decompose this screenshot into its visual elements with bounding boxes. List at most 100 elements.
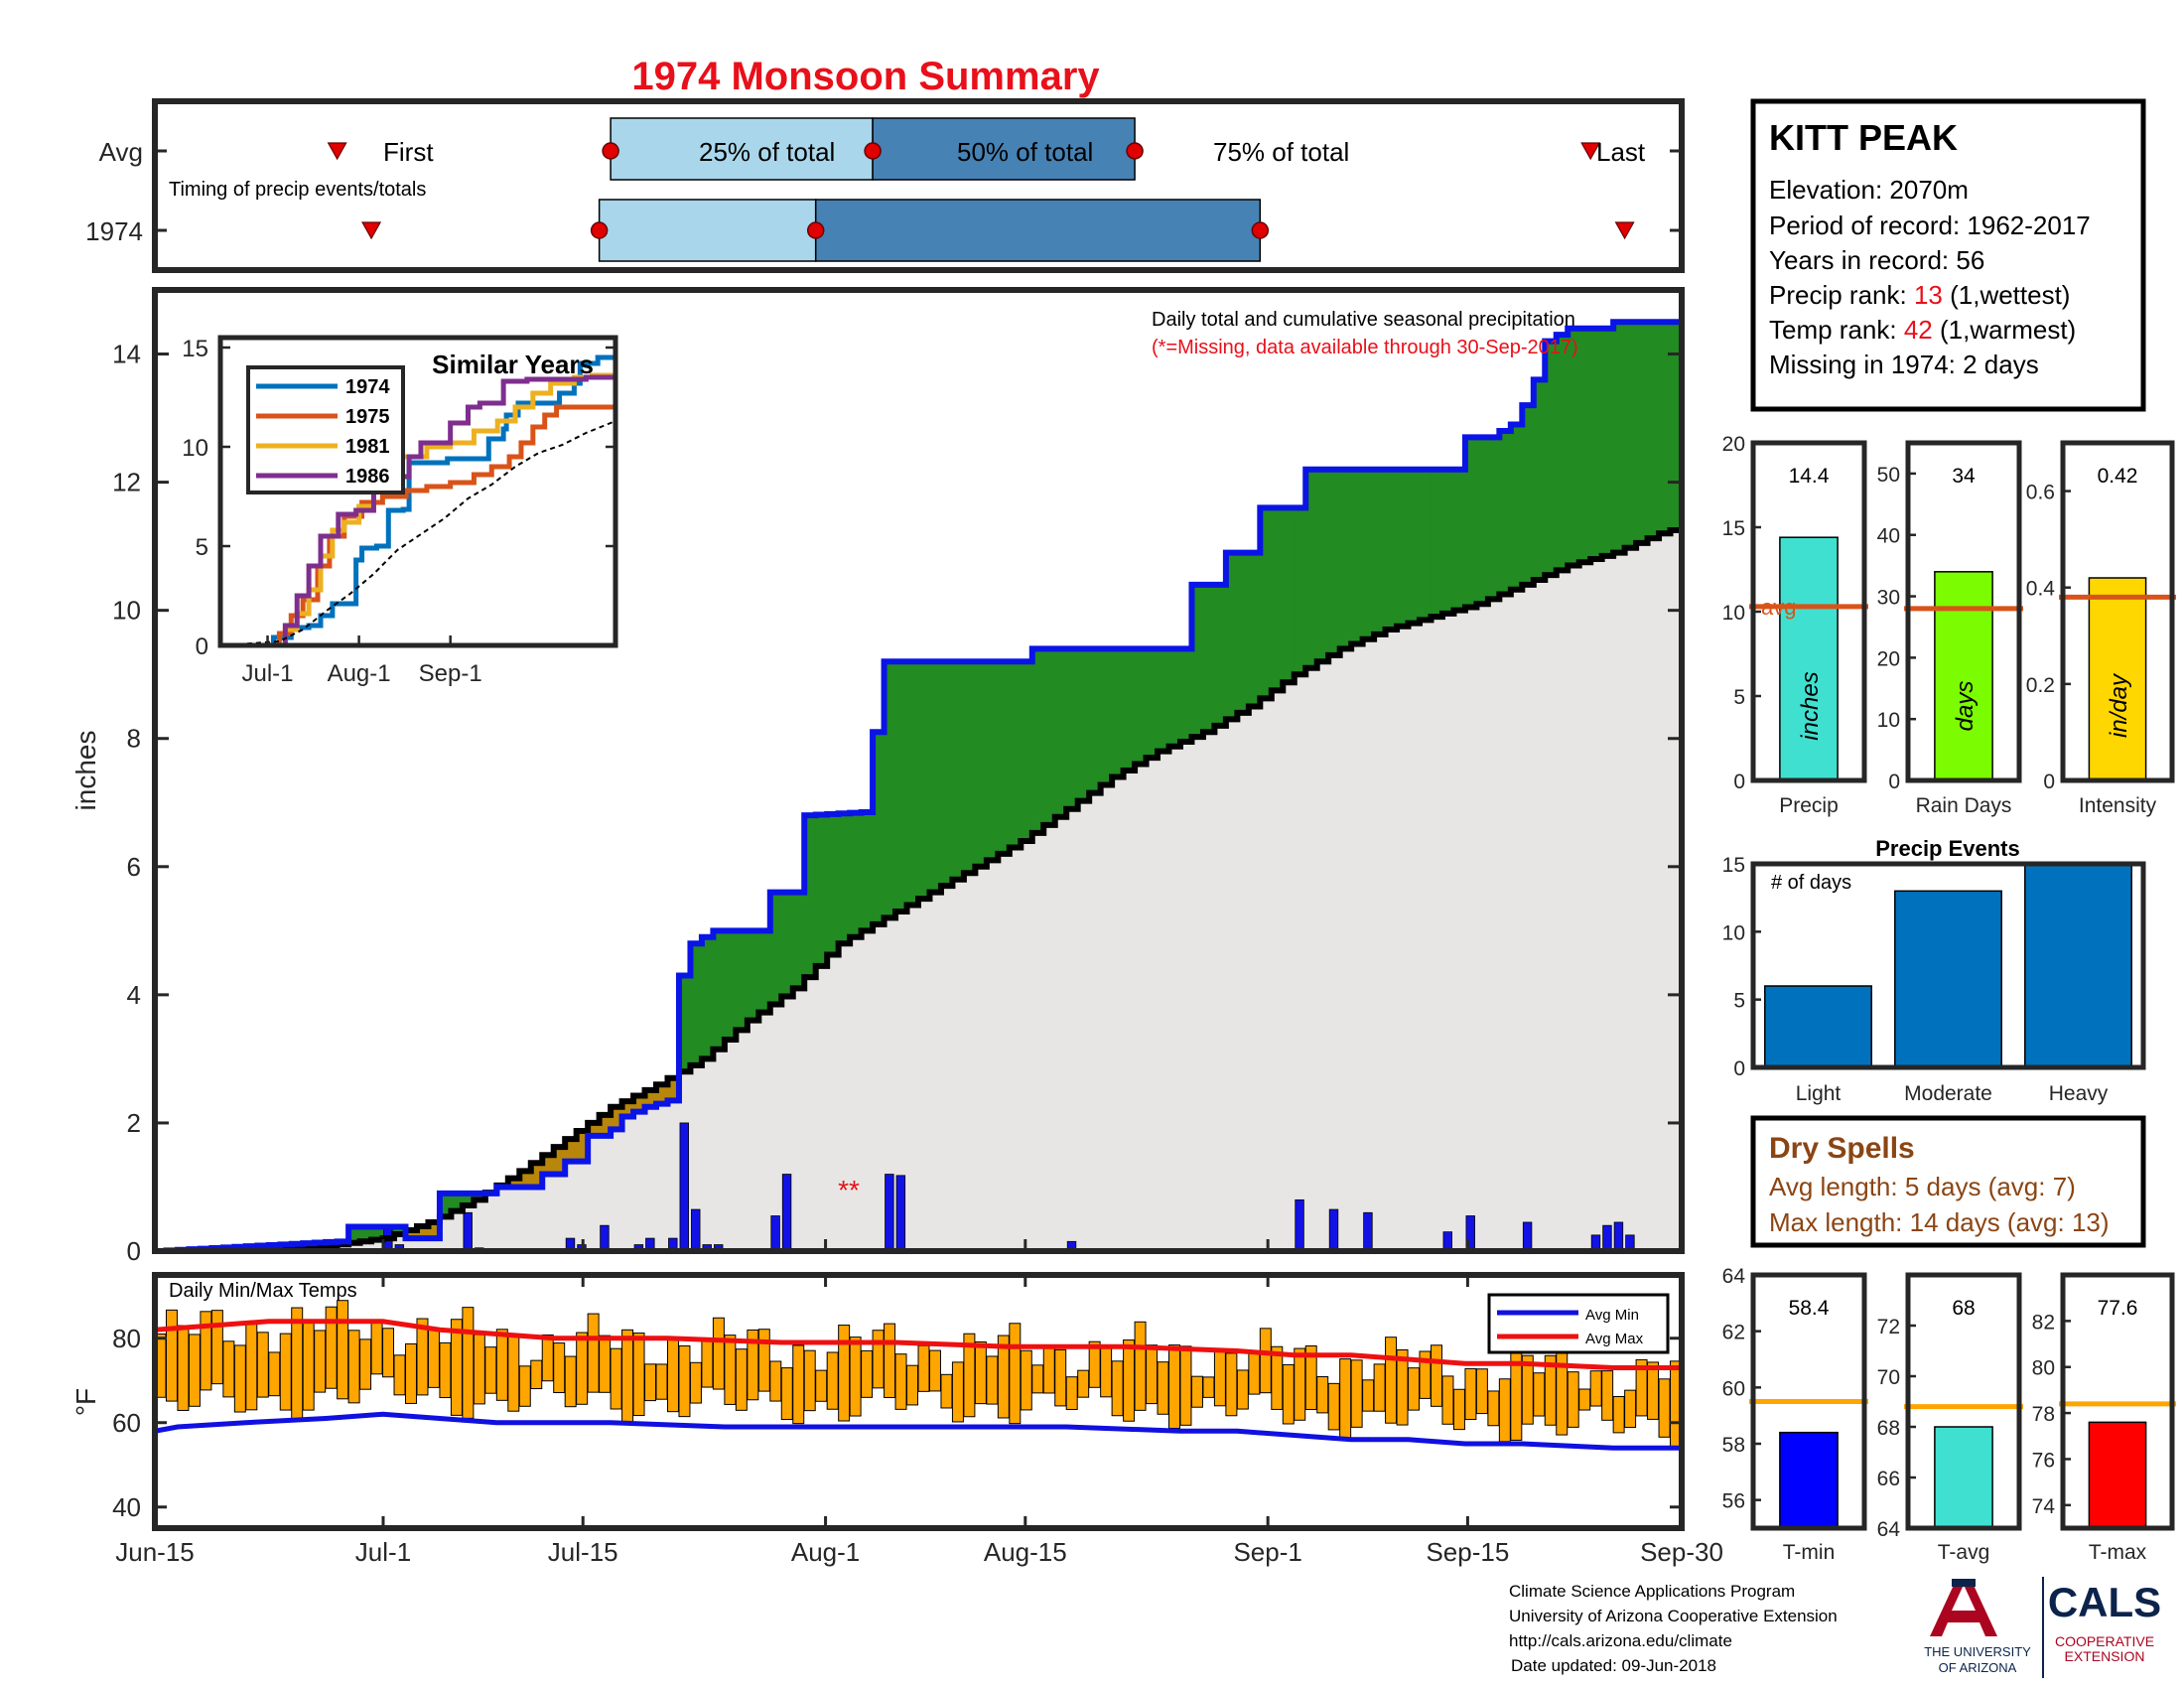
- cumulative-surplus-segment: [1283, 507, 1296, 683]
- cumulative-surplus-segment: [474, 1193, 486, 1200]
- temp-range-bar: [1100, 1345, 1113, 1398]
- cals-line1: COOPERATIVE: [2055, 1633, 2154, 1649]
- temp-range-bar: [644, 1363, 657, 1402]
- events-title: Precip Events: [1875, 836, 2020, 861]
- cumulative-surplus-segment: [1510, 424, 1523, 590]
- cumulative-surplus-segment: [1578, 328, 1591, 563]
- temp-range-bar: [1146, 1344, 1159, 1405]
- timing-marker-year-p50: [806, 221, 825, 239]
- daily-precip-bar: [679, 1122, 689, 1252]
- events-ytick-label: 10: [1722, 921, 1745, 944]
- temp-range-bar: [1157, 1361, 1169, 1415]
- cumulative-deficit-segment: [507, 1178, 520, 1188]
- temp-range-bar: [655, 1363, 668, 1400]
- inset-ytick-label: 0: [196, 633, 208, 660]
- main-ytick-label: 0: [127, 1236, 141, 1266]
- temp-range-bar: [1339, 1358, 1352, 1440]
- timing-panel: Avg 1974 Timing of precip events/totals …: [85, 98, 1685, 273]
- cumulative-surplus-segment: [1499, 430, 1512, 595]
- cumulative-surplus-segment: [1362, 469, 1375, 639]
- temp-range-bar: [291, 1307, 304, 1421]
- main-ytick-label: 10: [112, 596, 141, 626]
- cumulative-surplus-segment: [1408, 469, 1421, 624]
- timing-box-avg-q2: [872, 117, 1136, 181]
- daily-precip-bar: [1363, 1211, 1373, 1252]
- small-panel-label: Rain Days: [1916, 794, 2012, 817]
- cumulative-surplus-segment: [1374, 469, 1387, 634]
- small-panel-ytick-label: 64: [1877, 1518, 1901, 1541]
- station-name: KITT PEAK: [1769, 117, 1958, 158]
- cumulative-surplus-segment: [1659, 322, 1672, 534]
- temp-range-bar: [1498, 1378, 1511, 1443]
- temp-range-bar: [1601, 1370, 1614, 1421]
- cumulative-surplus-segment: [1624, 322, 1637, 548]
- main-ytick-label: 8: [127, 724, 141, 754]
- temp-range-bar: [884, 1323, 896, 1398]
- timing-triangle-avg-first: [327, 142, 347, 161]
- small-panel-ytick-label: 20: [1877, 647, 1900, 670]
- dry-spells-title: Dry Spells: [1769, 1132, 1915, 1165]
- cumulative-surplus-segment: [1089, 648, 1102, 793]
- cumulative-surplus-segment: [1431, 469, 1443, 618]
- small-panel-ytick-label: 50: [1877, 464, 1900, 487]
- temp-range-bar: [735, 1348, 748, 1411]
- temp-range-bar: [564, 1355, 577, 1408]
- cumulative-surplus-segment: [724, 930, 737, 1041]
- temp-range-bar: [621, 1329, 634, 1423]
- temp-range-bar: [1430, 1344, 1442, 1407]
- events-xtick-label: Moderate: [1904, 1082, 1992, 1105]
- temp-range-bar: [701, 1340, 714, 1388]
- main-ytick-label: 2: [127, 1108, 141, 1138]
- temp-range-bar: [894, 1353, 907, 1410]
- inset-series-1986: [220, 373, 618, 648]
- cumulative-surplus-segment: [1339, 469, 1352, 649]
- temp-range-bar: [928, 1349, 941, 1392]
- ua-a-icon: [1930, 1581, 1997, 1636]
- xtick-label: Aug-15: [984, 1537, 1067, 1567]
- small-panel-ytick-label: 0.2: [2026, 674, 2055, 697]
- temp-range-bar: [1020, 1349, 1032, 1411]
- temp-range-bar: [495, 1329, 508, 1401]
- cumulative-surplus-segment: [1146, 648, 1159, 759]
- temp-range-bar: [1111, 1360, 1124, 1417]
- small-panel-ytick-label: 64: [1722, 1265, 1746, 1288]
- figure-title: 1974 Monsoon Summary: [631, 55, 1100, 98]
- temp-range-bar: [1475, 1368, 1488, 1415]
- daily-precip-bar: [1295, 1198, 1304, 1252]
- cumulative-surplus-segment: [1135, 648, 1148, 765]
- inset-legend-label: 1981: [345, 436, 390, 458]
- avg-max-line: [154, 1319, 1682, 1370]
- timing-marker-avg-p25: [602, 142, 619, 160]
- cumulative-surplus-segment: [1100, 648, 1113, 785]
- station-years: Years in record: 56: [1769, 245, 1984, 275]
- timing-box-avg-q1: [610, 117, 874, 181]
- temp-range-bar: [1385, 1336, 1398, 1424]
- small-panel-rain-days: 0 10 20 30 40 50 34 days Rain Days: [1877, 440, 2023, 817]
- small-panel-ytick-label: 68: [1877, 1417, 1900, 1440]
- small-panel-precip: 0 5 10 15 20 14.4 inches avg Precip: [1722, 433, 1868, 817]
- avg-cumulative-line: [155, 526, 1685, 1254]
- temp-range-bar: [1054, 1348, 1067, 1407]
- cumulative-surplus-segment: [713, 930, 726, 1050]
- temp-range-bar: [678, 1344, 691, 1418]
- timing-last-label: Last: [1596, 137, 1646, 167]
- temp-range-bar: [347, 1330, 360, 1404]
- inset-xtick-label: Aug-1: [328, 660, 391, 687]
- daily-precip-bar: [770, 1215, 780, 1252]
- timing-p25-label: 25% of total: [699, 137, 835, 167]
- small-panel-ytick-label: 80: [2032, 1357, 2055, 1380]
- temp-range-bar: [302, 1320, 315, 1411]
- dry-spells-box: Dry Spells Avg length: 5 days (avg: 7) M…: [1750, 1115, 2146, 1248]
- events-bar-moderate: [1894, 890, 2002, 1068]
- cals-line2: EXTENSION: [2065, 1648, 2145, 1664]
- cumulative-surplus-segment: [1123, 648, 1136, 771]
- temp-range-bar: [997, 1335, 1010, 1419]
- small-panel-label: Intensity: [2079, 794, 2157, 817]
- cumulative-surplus-segment: [1476, 437, 1489, 605]
- cumulative-surplus-segment: [1316, 469, 1329, 662]
- cumulative-deficit-segment: [565, 1139, 578, 1162]
- cumulative-surplus-segment: [1077, 648, 1090, 801]
- temp-range-bar: [963, 1333, 976, 1418]
- events-ytick-label: 15: [1722, 854, 1745, 877]
- small-panel-ytick-label: 0.4: [2026, 578, 2056, 601]
